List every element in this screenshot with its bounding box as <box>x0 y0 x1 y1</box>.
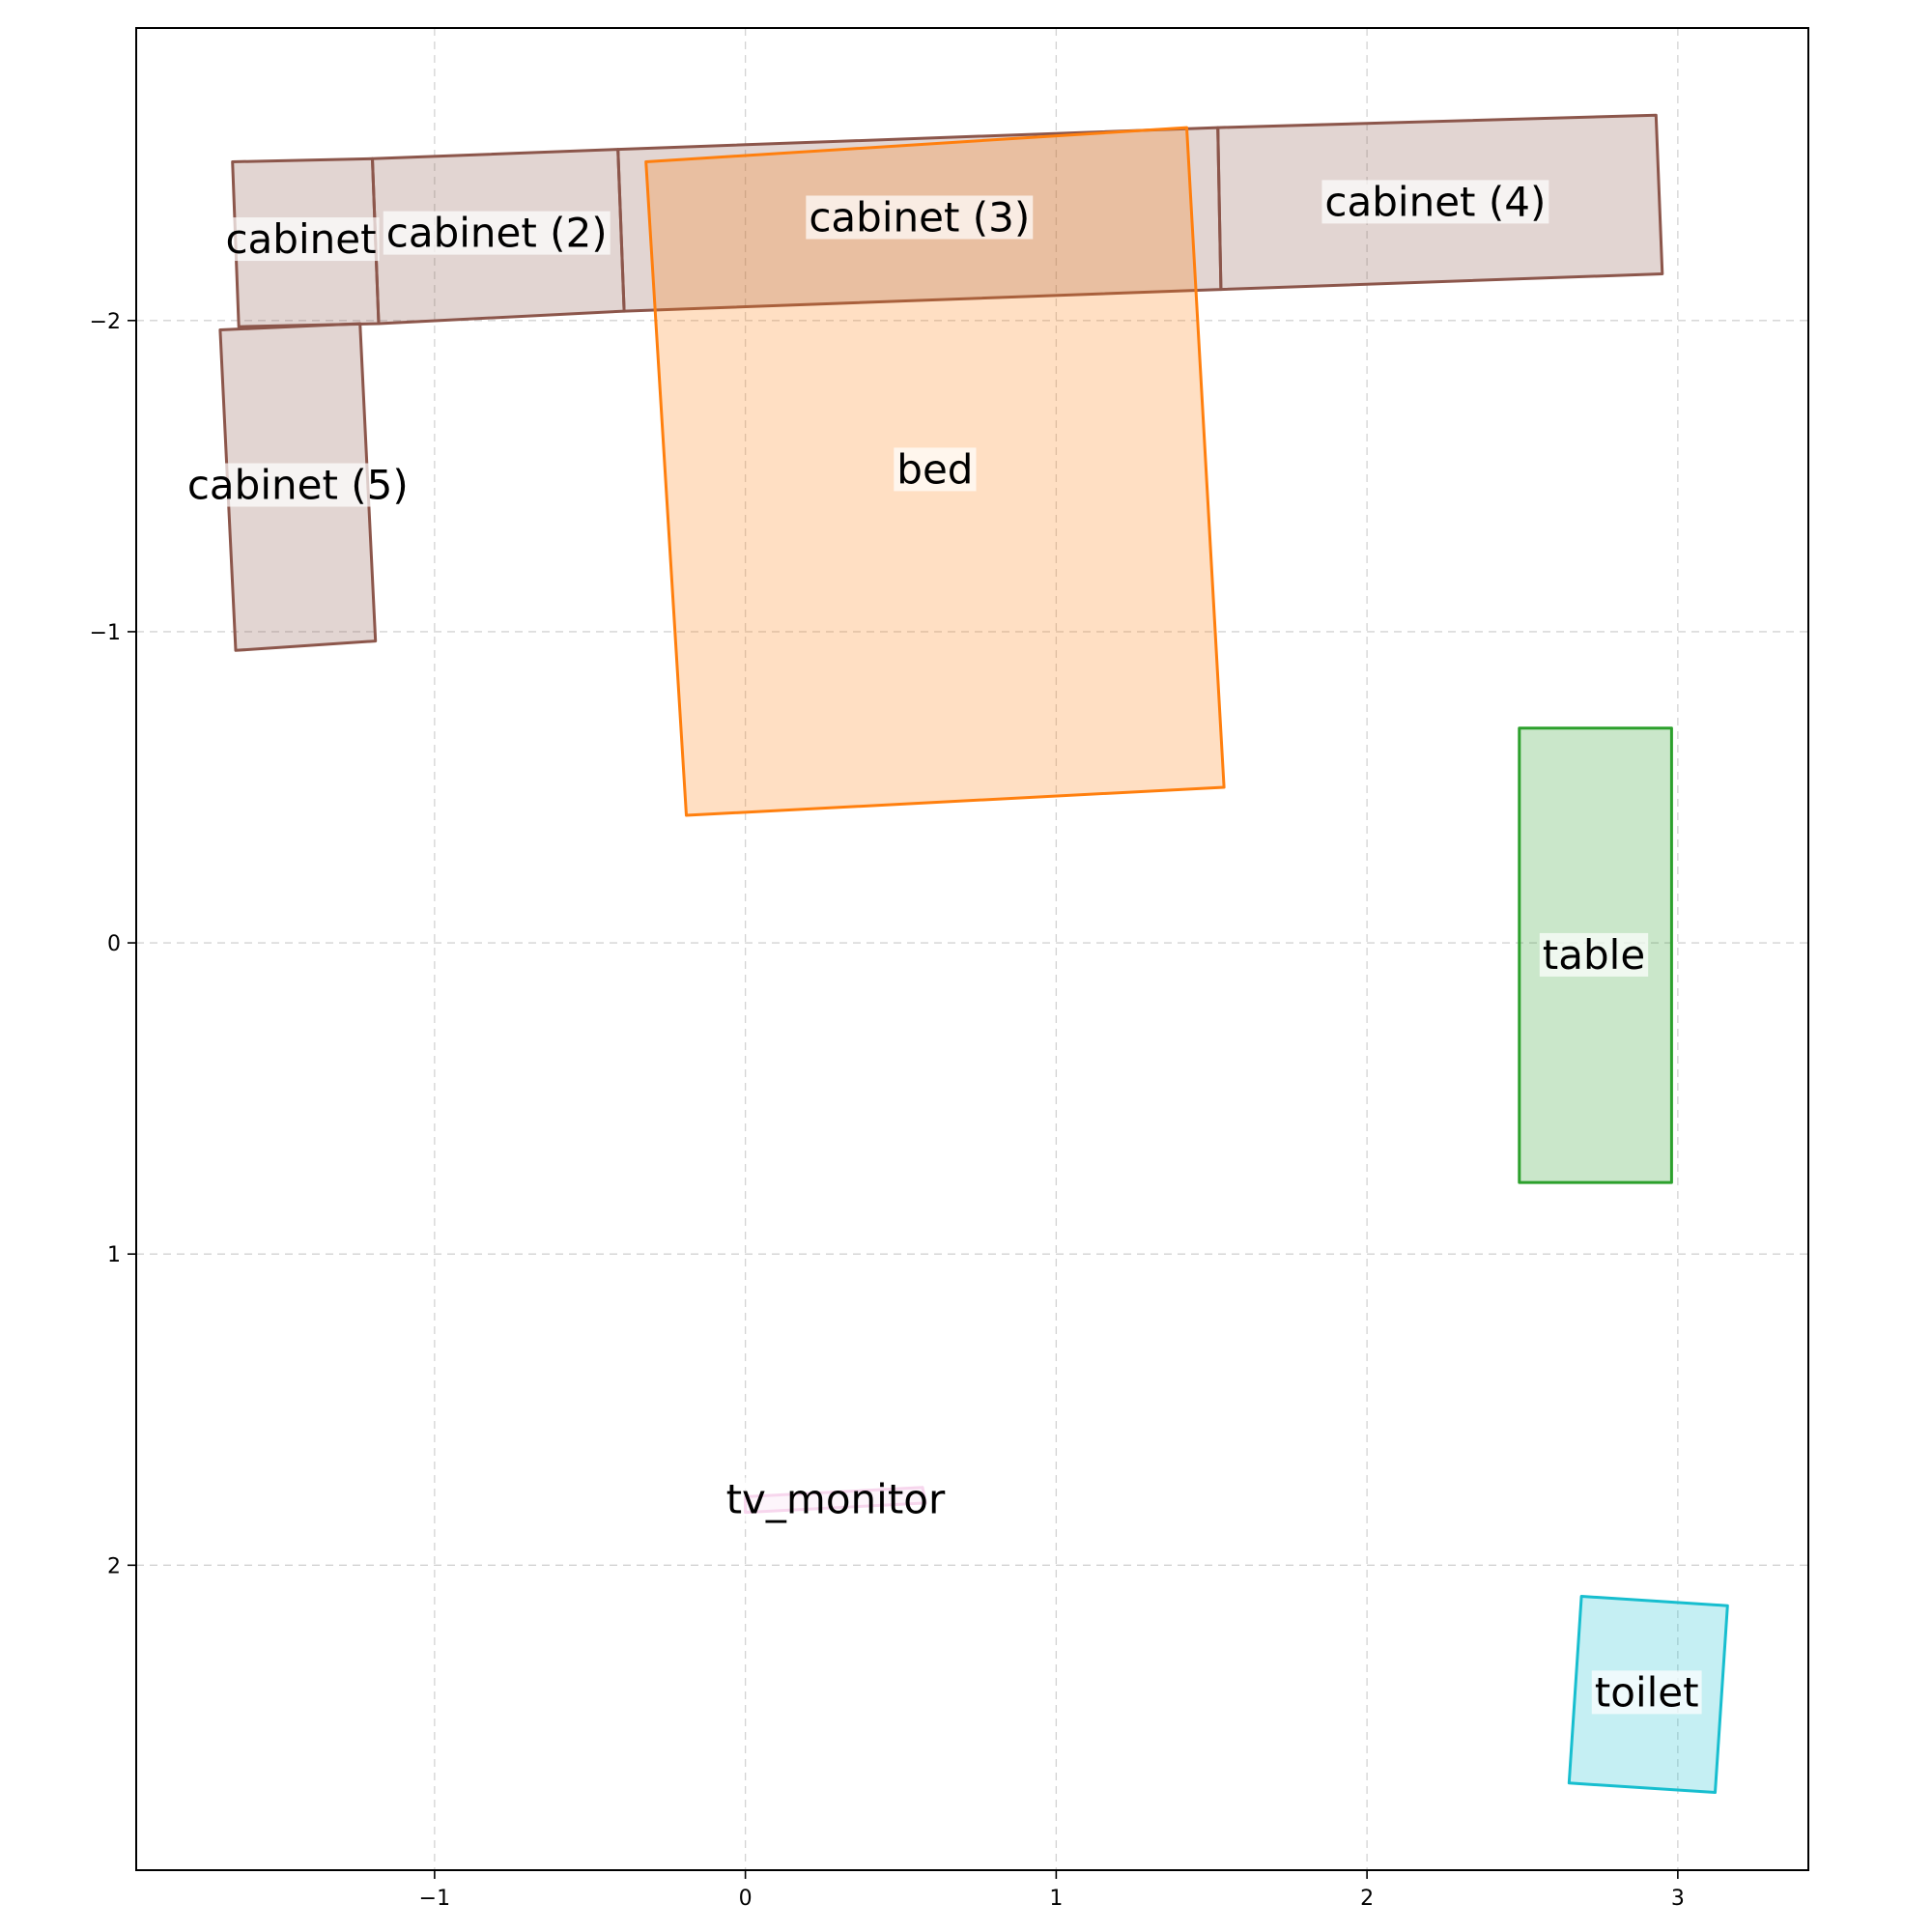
x-tick-label: 3 <box>1671 1887 1685 1911</box>
bed-label: bed <box>896 445 973 493</box>
axes-frame <box>135 27 1809 1871</box>
cabinet-4-label-bg <box>1321 180 1549 224</box>
y-tick-label: 0 <box>107 932 121 956</box>
axis-ticks: −1 0 1 2 3 −2 −1 0 1 2 <box>90 310 1685 1911</box>
x-tick-label: 0 <box>739 1887 753 1911</box>
x-tick-label: 1 <box>1049 1887 1063 1911</box>
toilet-label-bg <box>1591 1670 1702 1715</box>
table-label: table <box>1543 931 1645 979</box>
grid-lines <box>136 28 1808 1870</box>
cabinet-4-label: cabinet (4) <box>1324 178 1546 225</box>
cabinet-2-label-bg <box>383 211 611 255</box>
cabinet-3-label-bg <box>806 195 1034 240</box>
x-tick-label: −1 <box>419 1887 450 1911</box>
cabinet-label: cabinet <box>225 215 376 263</box>
y-tick-label: 1 <box>107 1243 121 1267</box>
cabinet-label-bg <box>222 217 380 262</box>
object-footprints <box>218 113 1729 1794</box>
object-labels: cabinet cabinet (2) cabinet (3) cabinet (4)… <box>184 178 1702 1716</box>
cabinet-5-label: cabinet (5) <box>187 462 409 509</box>
bed-label-bg <box>894 447 977 492</box>
y-tick-label: 2 <box>107 1554 121 1578</box>
table-label-bg <box>1539 932 1649 977</box>
tv-monitor-label-bg <box>723 1477 949 1521</box>
tv-monitor-label: tv_monitor <box>726 1476 946 1523</box>
y-tick-label: −1 <box>90 621 121 645</box>
y-tick-label: −2 <box>90 310 121 334</box>
toilet-label: toilet <box>1595 1668 1699 1716</box>
cabinet-5-label-bg <box>184 463 412 507</box>
cabinet-2-label: cabinet (2) <box>386 210 608 257</box>
cabinet-3-label: cabinet (3) <box>809 193 1030 241</box>
x-tick-label: 2 <box>1360 1887 1374 1911</box>
